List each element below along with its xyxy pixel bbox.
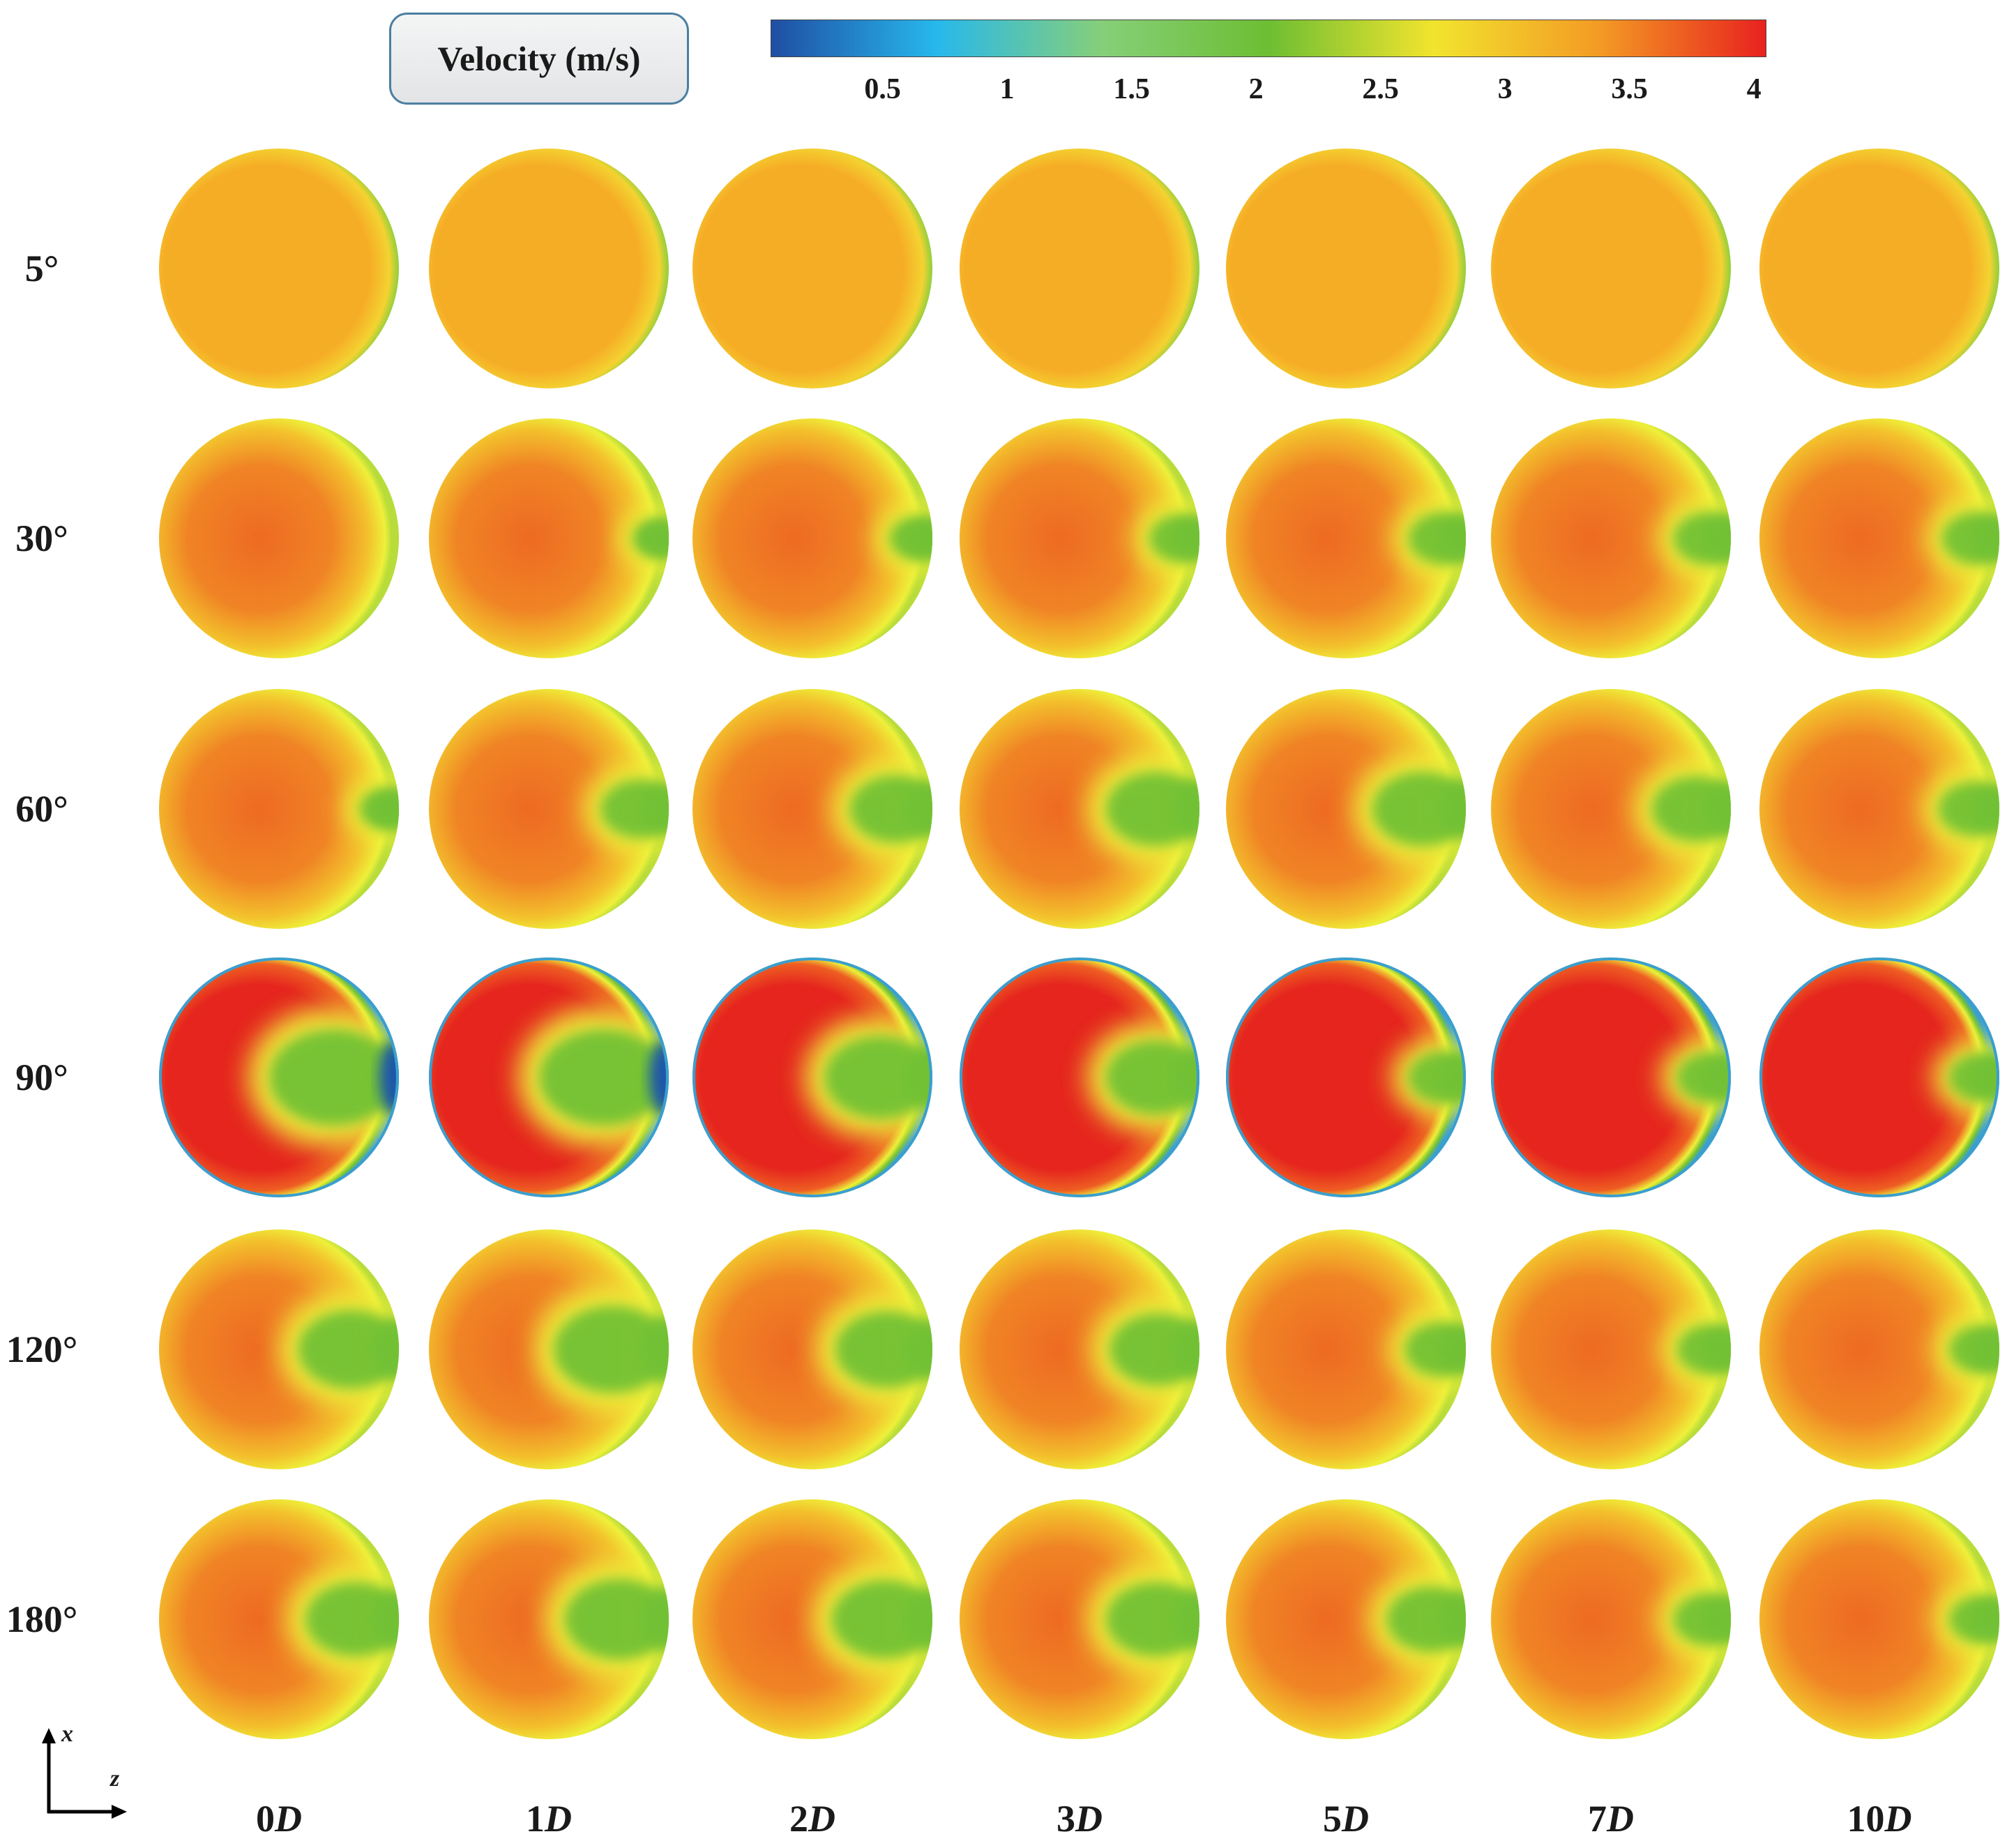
- colorbar-tick-label: 1.5: [1113, 73, 1150, 105]
- colorbar: [771, 20, 1766, 57]
- arrow-up-icon: [42, 1728, 56, 1743]
- column-label-distance: 3D: [1056, 1797, 1103, 1840]
- column-label-unit: D: [1342, 1798, 1369, 1840]
- axis-indicator: [42, 1728, 127, 1819]
- column-label-number: 3: [1056, 1798, 1075, 1840]
- contour-disc: [1759, 1229, 1999, 1469]
- contour-disc: [960, 1229, 1199, 1469]
- contour-disc: [692, 689, 932, 929]
- column-label-distance: 0D: [256, 1797, 302, 1840]
- row-label-angle: 180°: [6, 1598, 78, 1640]
- contour-disc: [429, 1229, 669, 1469]
- contour-disc: [159, 418, 399, 658]
- contour-disc: [159, 957, 399, 1197]
- column-label-unit: D: [1075, 1798, 1103, 1840]
- contour-disc: [692, 1229, 932, 1469]
- row-label-angle: 30°: [15, 517, 68, 559]
- column-label-unit: D: [545, 1798, 572, 1840]
- column-label-unit: D: [1884, 1798, 1912, 1840]
- contour-disc: [159, 1499, 399, 1739]
- contour-disc: [1491, 1499, 1731, 1739]
- column-label-number: 1: [526, 1798, 545, 1840]
- column-label-number: 2: [789, 1798, 808, 1840]
- contour-disc: [1226, 689, 1466, 929]
- colorbar-tick-label: 1: [999, 73, 1015, 105]
- contour-disc: [692, 418, 932, 658]
- contour-disc: [960, 1499, 1199, 1739]
- contour-disc: [1226, 418, 1466, 658]
- contour-disc: [1759, 418, 1999, 658]
- colorbar-tick-label: 4: [1746, 73, 1762, 105]
- contour-disc: [960, 689, 1199, 929]
- column-label-distance: 1D: [526, 1797, 572, 1840]
- column-label-distance: 2D: [789, 1797, 835, 1840]
- contour-disc: [159, 689, 399, 929]
- column-label-distance: 5D: [1323, 1797, 1369, 1840]
- contour-disc: [1491, 957, 1731, 1197]
- contour-disc: [429, 418, 669, 658]
- row-label-angle: 120°: [6, 1328, 78, 1370]
- column-label-unit: D: [808, 1798, 835, 1840]
- contour-disc: [960, 418, 1199, 658]
- column-label-distance: 7D: [1588, 1797, 1634, 1840]
- colorbar-tick-label: 2.5: [1362, 73, 1399, 105]
- contour-disc: [1759, 689, 1999, 929]
- row-label-angle: 5°: [24, 248, 59, 289]
- column-label-distance: 10D: [1847, 1797, 1912, 1840]
- column-label-number: 0: [256, 1798, 275, 1840]
- contour-disc: [1491, 1229, 1731, 1469]
- contour-disc: [429, 957, 669, 1197]
- contour-disc: [159, 149, 399, 388]
- contour-disc: [1226, 1499, 1466, 1739]
- column-label-number: 5: [1323, 1798, 1342, 1840]
- axis-x-label: x: [61, 1721, 73, 1747]
- contour-disc: [692, 957, 932, 1197]
- row-label-angle: 90°: [15, 1056, 68, 1098]
- colorbar-tick-label: 2: [1248, 73, 1264, 105]
- contour-disc: [960, 149, 1199, 388]
- colorbar-title: Velocity (m/s): [389, 13, 689, 105]
- contour-disc: [1226, 149, 1466, 388]
- contour-disc: [1226, 1229, 1466, 1469]
- column-label-number: 10: [1847, 1798, 1885, 1840]
- contour-disc: [429, 149, 669, 388]
- contour-disc: [692, 1499, 932, 1739]
- colorbar-tick-label: 0.5: [864, 73, 901, 105]
- contour-disc: [1491, 149, 1731, 388]
- colorbar-tick-label: 3: [1497, 73, 1513, 105]
- contour-disc: [429, 1499, 669, 1739]
- contour-disc: [960, 957, 1199, 1197]
- column-label-unit: D: [275, 1798, 302, 1840]
- column-label-unit: D: [1607, 1798, 1634, 1840]
- row-label-angle: 60°: [15, 788, 68, 830]
- contour-disc: [429, 689, 669, 929]
- contour-disc: [1759, 1499, 1999, 1739]
- contour-disc: [159, 1229, 399, 1469]
- contour-disc: [692, 149, 932, 388]
- contour-disc: [1759, 957, 1999, 1197]
- contour-disc: [1759, 149, 1999, 388]
- contour-disc: [1226, 957, 1466, 1197]
- axis-z-label: z: [110, 1766, 120, 1792]
- contour-disc: [1491, 418, 1731, 658]
- colorbar-tick-label: 3.5: [1611, 73, 1648, 105]
- contour-disc: [1491, 689, 1731, 929]
- column-label-number: 7: [1588, 1798, 1607, 1840]
- arrow-right-icon: [112, 1805, 127, 1819]
